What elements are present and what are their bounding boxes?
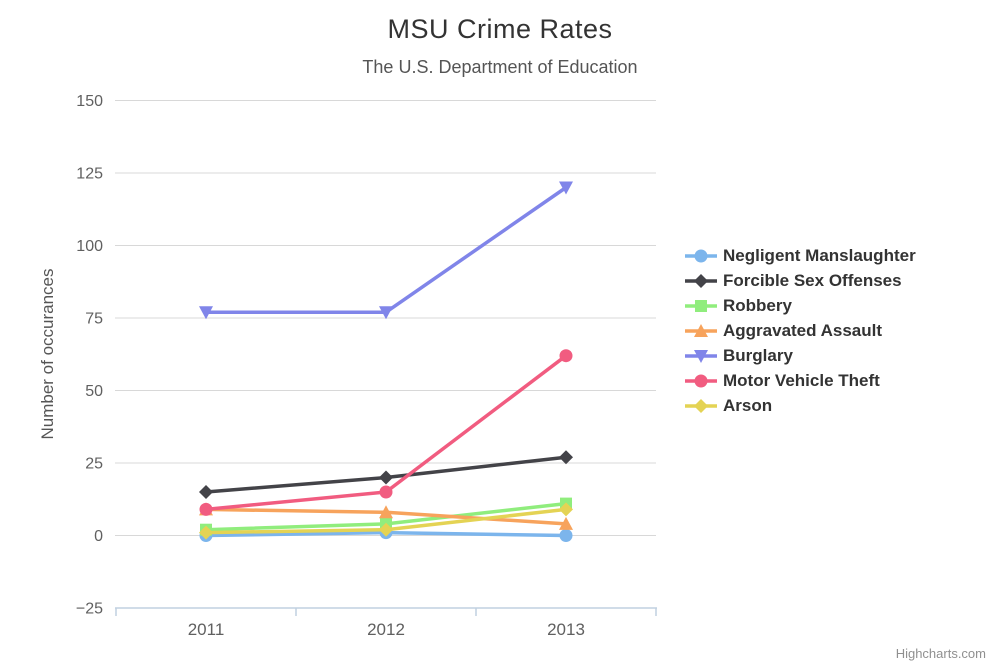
legend-item-label: Motor Vehicle Theft — [723, 370, 880, 390]
legend-item-label: Negligent Manslaughter — [723, 245, 916, 265]
x-axis-label: 2011 — [188, 620, 225, 639]
credits-link[interactable]: Highcharts.com — [895, 646, 986, 661]
legend-item-label: Robbery — [723, 295, 792, 315]
series-line-burglary — [204, 185, 568, 314]
marker-negligent-manslaughter — [559, 529, 573, 542]
x-axis-label: 2013 — [547, 620, 585, 639]
legend-item-label: Forcible Sex Offenses — [723, 270, 902, 290]
square-legend-icon — [685, 299, 717, 312]
marker-forcible-sex-offenses — [379, 470, 393, 485]
y-axis-label: 25 — [85, 456, 103, 473]
legend-item-forcible-sex-offenses[interactable]: Forcible Sex Offenses — [683, 268, 916, 293]
legend: Negligent Manslaughter Forcible Sex Offen… — [683, 243, 916, 418]
marker-forcible-sex-offenses — [199, 485, 213, 499]
marker-forcible-sex-offenses — [559, 450, 573, 465]
legend-item-label: Burglary — [723, 345, 793, 365]
diamond-legend-icon — [685, 398, 717, 413]
triangle-legend-icon — [685, 323, 717, 337]
y-axis-label: 50 — [85, 383, 103, 400]
circle-legend-icon — [685, 374, 717, 387]
legend-item-motor-vehicle-theft[interactable]: Motor Vehicle Theft — [683, 368, 916, 393]
diamond-legend-icon — [685, 273, 717, 288]
y-axis-label: 0 — [94, 528, 103, 545]
legend-item-aggravated-assault[interactable]: Aggravated Assault — [683, 318, 916, 343]
x-axis-label: 2012 — [367, 620, 405, 639]
chart-title: MSU Crime Rates — [387, 14, 613, 44]
legend-item-label: Arson — [723, 395, 773, 415]
y-axis-label: 125 — [76, 166, 103, 183]
marker-arson — [379, 522, 393, 537]
marker-burglary — [379, 306, 393, 320]
marker-aggravated-assault — [379, 505, 393, 519]
y-axis-label: 75 — [85, 311, 103, 328]
y-axis-title: Number of occurances — [38, 268, 57, 440]
marker-burglary — [199, 306, 213, 320]
triangle-down-legend-icon — [685, 349, 717, 363]
y-axis-label: 100 — [76, 238, 103, 255]
marker-aggravated-assault — [559, 516, 573, 530]
marker-motor-vehicle-theft — [559, 349, 573, 363]
circle-legend-icon — [685, 249, 717, 262]
marker-burglary — [559, 181, 573, 195]
legend-item-arson[interactable]: Arson — [683, 393, 916, 418]
y-axis-label: −25 — [76, 601, 103, 618]
y-axis-label: 150 — [76, 93, 103, 110]
legend-item-robbery[interactable]: Robbery — [683, 293, 916, 318]
marker-arson — [199, 525, 213, 540]
marker-motor-vehicle-theft — [199, 502, 213, 516]
legend-item-burglary[interactable]: Burglary — [683, 343, 916, 368]
chart-subtitle: The U.S. Department of Education — [362, 57, 638, 77]
marker-motor-vehicle-theft — [379, 485, 393, 499]
legend-item-negligent-manslaughter[interactable]: Negligent Manslaughter — [683, 243, 916, 268]
legend-item-label: Aggravated Assault — [723, 320, 883, 340]
marker-arson — [559, 502, 573, 517]
